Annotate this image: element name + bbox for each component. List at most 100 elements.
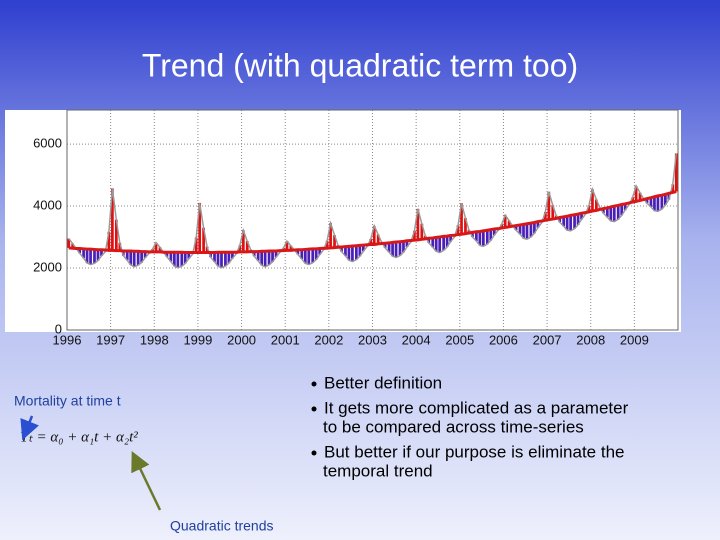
residual-bar [602, 208, 605, 214]
residual-bar [543, 211, 547, 221]
residual-bar [445, 236, 449, 247]
residual-bar [143, 251, 147, 258]
residual-bar [569, 215, 573, 231]
residual-bar [562, 216, 566, 227]
residual-bar [653, 196, 656, 211]
residual-bar [216, 252, 220, 267]
residual-bar [241, 230, 245, 252]
bullet-text: But better if our purpose is eliminate t… [324, 442, 625, 461]
residual-bar [114, 219, 118, 251]
residual-bar [464, 218, 467, 234]
residual-bar [518, 224, 522, 235]
residual-bar [165, 252, 169, 257]
y-tick-label: 4000 [33, 197, 62, 212]
bullet-dot [311, 450, 317, 456]
residual-bar [329, 223, 332, 248]
residual-bar [402, 241, 405, 253]
x-tick-label: 2001 [271, 332, 300, 347]
residual-bar [587, 205, 591, 212]
residual-bar [609, 206, 613, 221]
residual-bar [595, 199, 598, 211]
residual-bar [347, 246, 351, 261]
residual-bar [303, 249, 307, 264]
formula: Yₜ = α₀ + α₁t + α₂t² [20, 429, 138, 445]
residual-bar [522, 224, 525, 239]
x-tick-label: 2004 [402, 332, 431, 347]
residual-bar [314, 248, 318, 260]
bullet-dot [311, 406, 317, 412]
residual-bar [656, 195, 660, 212]
y-tick-label: 0 [55, 321, 62, 336]
x-tick-label: 2008 [576, 332, 605, 347]
residual-bar [663, 194, 667, 206]
x-tick-label: 1997 [96, 332, 125, 347]
residual-bar [169, 252, 173, 262]
residual-bar [591, 189, 594, 212]
residual-bar [289, 245, 293, 251]
residual-bar [213, 252, 216, 262]
residual-bar [387, 242, 391, 253]
plot-frame [66, 109, 679, 331]
x-tick-label: 2002 [314, 332, 343, 347]
residual-bar [420, 223, 424, 240]
residual-bar [514, 225, 518, 231]
residual-bar [634, 185, 638, 202]
residual-bar [231, 252, 234, 259]
left-label: Mortality at time t [14, 393, 121, 409]
x-tick-label: 2006 [489, 332, 518, 347]
x-tick-label: 2007 [533, 332, 562, 347]
bullet-text: Better definition [324, 373, 442, 392]
residual-bar [183, 252, 187, 264]
residual-bar [107, 231, 111, 251]
residual-bar [118, 242, 122, 251]
residual-bar [580, 213, 583, 220]
residual-bar [300, 249, 304, 260]
x-tick-label: 2005 [445, 332, 474, 347]
x-tick-label: 2009 [620, 332, 649, 347]
arrow [20, 415, 39, 441]
residual-bar [525, 223, 529, 240]
residual-bar [460, 203, 463, 235]
residual-bar [224, 252, 227, 267]
residual-bar [96, 249, 100, 261]
residual-bar [434, 237, 438, 252]
residual-bar [576, 214, 580, 225]
residual-bar [667, 193, 671, 200]
x-tick-label: 1998 [140, 332, 169, 347]
residual-bar [605, 207, 609, 218]
residual-bar [176, 252, 180, 268]
residual-bar [238, 245, 242, 252]
residual-bar [85, 249, 89, 264]
slide-title: Trend (with quadratic term too) [142, 47, 578, 83]
residual-bar [616, 205, 620, 220]
residual-bar [136, 251, 140, 266]
residual-bar [271, 250, 274, 262]
residual-bar [405, 240, 409, 247]
residual-bar [372, 225, 376, 245]
residual-bar [623, 203, 627, 211]
residual-bar [489, 229, 493, 241]
residual-bar [245, 241, 249, 252]
residual-bar [340, 246, 343, 252]
residual-bar [398, 241, 402, 256]
residual-bar [307, 249, 311, 265]
residual-bar [507, 220, 511, 227]
trend-line [68, 190, 677, 255]
residual-bar [442, 236, 446, 251]
residual-bar [660, 195, 664, 210]
x-tick-label: 1999 [183, 332, 212, 347]
residual-bar [558, 217, 562, 223]
residual-bar [503, 215, 507, 228]
residual-bar [354, 245, 358, 260]
residual-bar [93, 249, 96, 264]
residual-bar [649, 197, 653, 207]
residual-bar [256, 251, 260, 261]
residual-bar [383, 243, 387, 248]
bullet-dot [311, 381, 317, 387]
residual-bar [351, 246, 354, 262]
residual-bar [485, 230, 489, 245]
residual-bar [220, 252, 223, 268]
residual-bar [369, 238, 373, 245]
residual-bar [111, 188, 114, 251]
